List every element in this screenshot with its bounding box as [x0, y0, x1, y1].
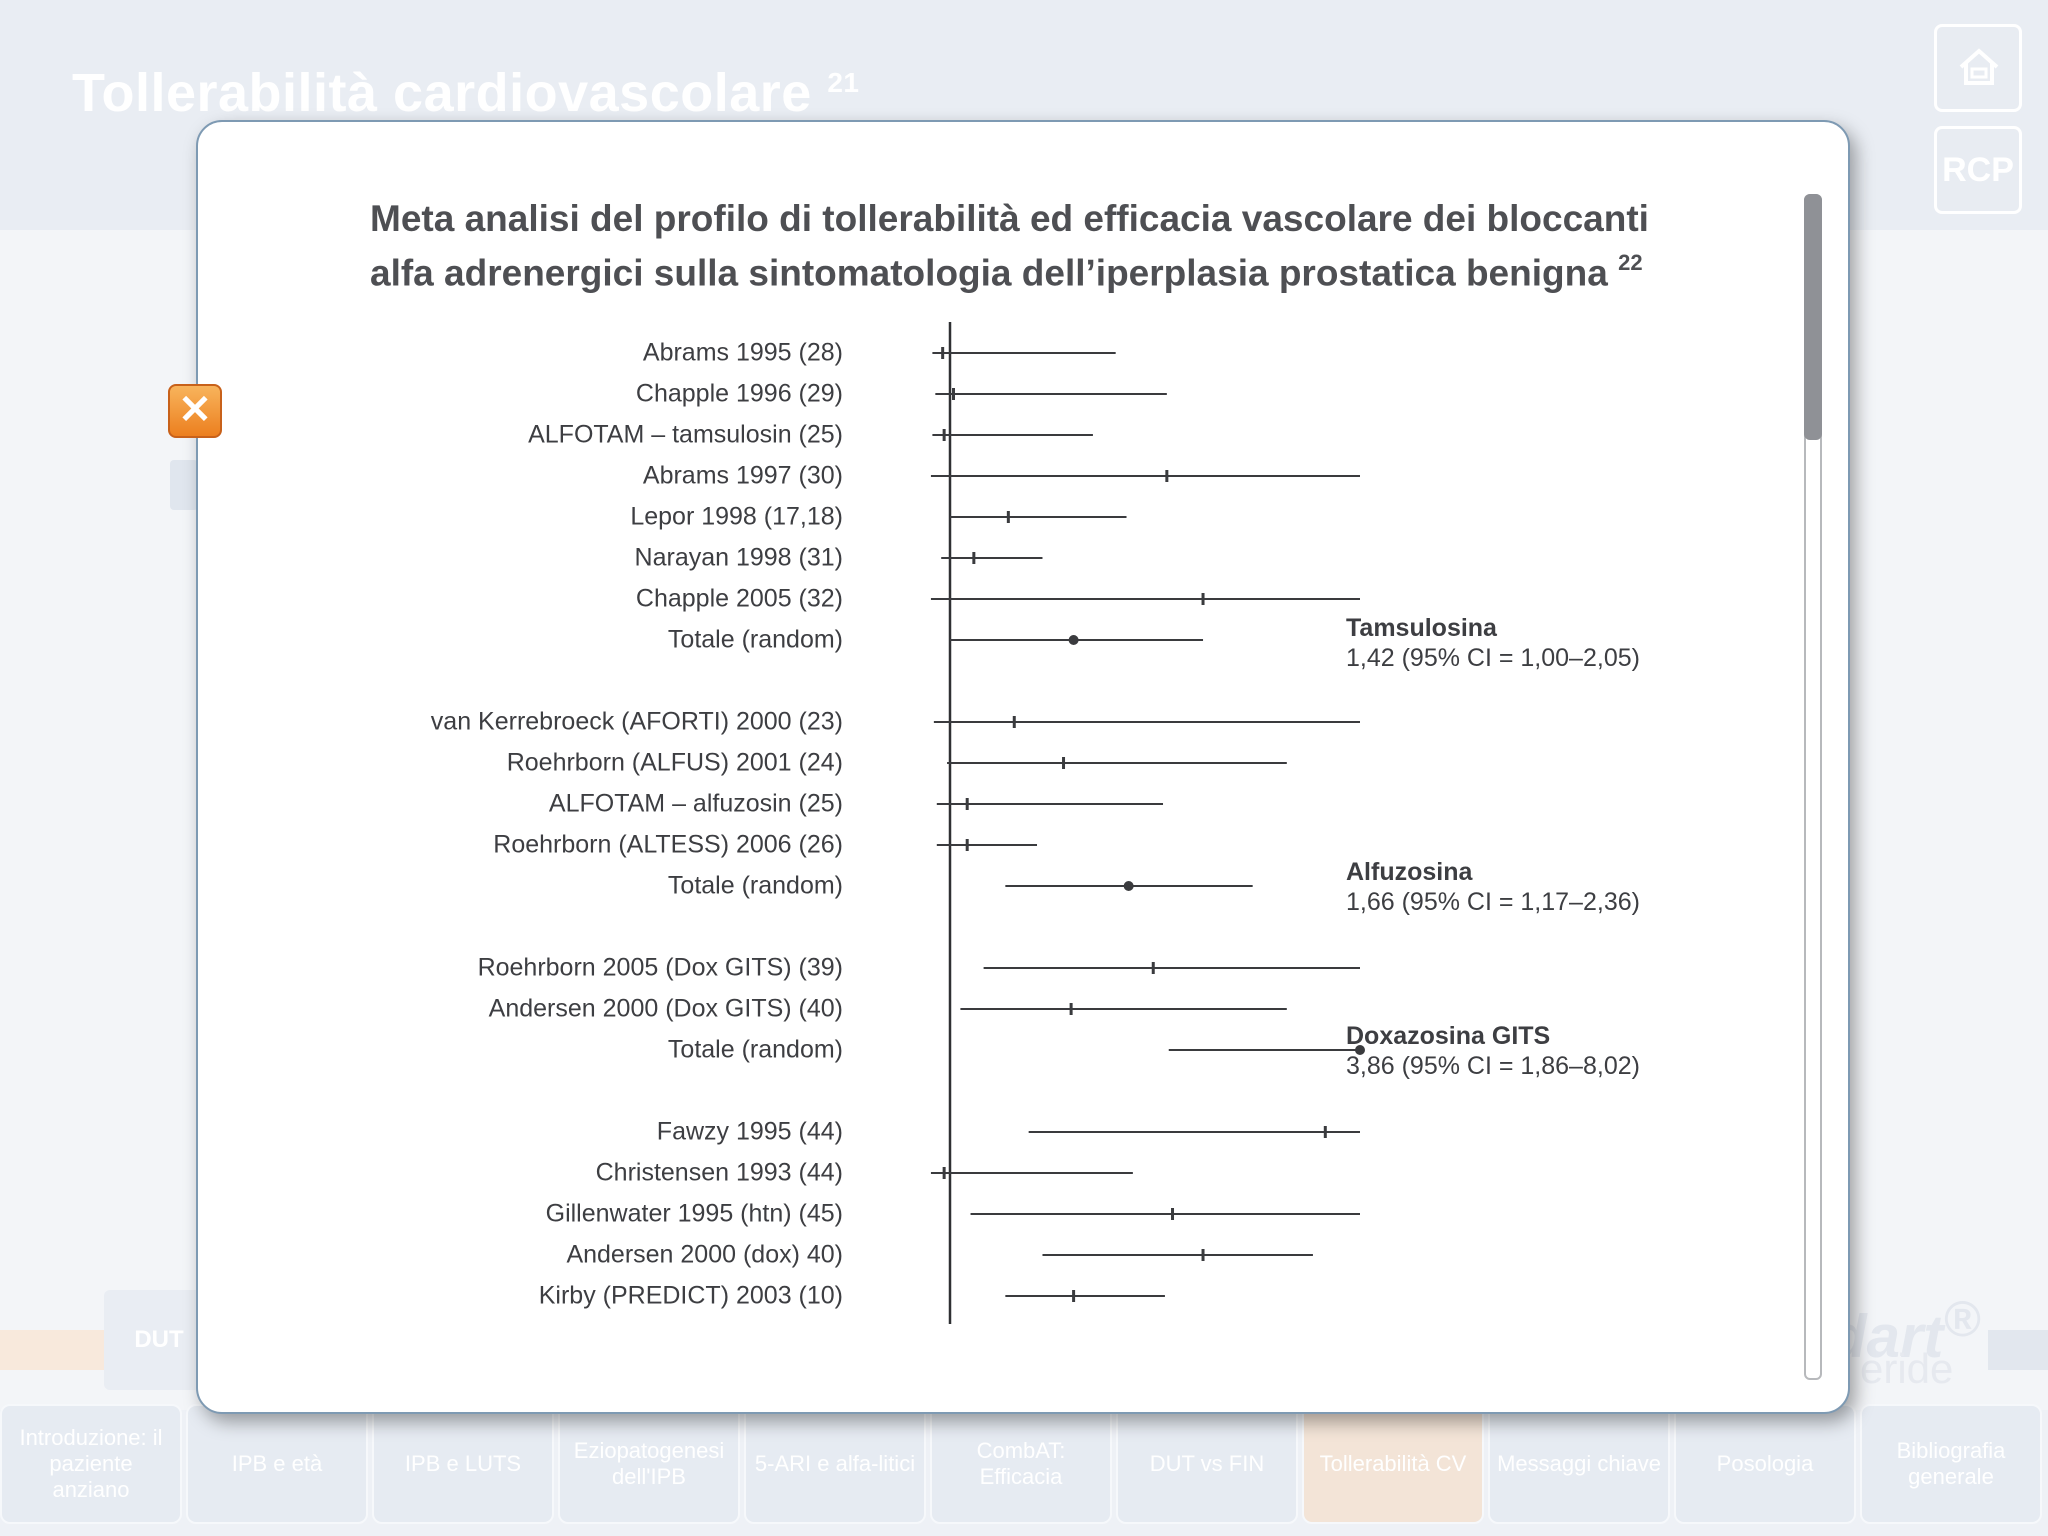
scrollbar-thumb[interactable]	[1804, 194, 1822, 440]
study-label: Kirby (PREDICT) 2003 (10)	[538, 1281, 843, 1310]
study-label: Roehrborn 2005 (Dox GITS) (39)	[477, 953, 843, 982]
nav-tab[interactable]: Posologia	[1674, 1404, 1856, 1524]
study-label: Andersen 2000 (Dox GITS) (40)	[488, 994, 843, 1023]
group-value: 1,42 (95% CI = 1,00–2,05)	[1346, 644, 1640, 672]
summary-point	[1068, 635, 1079, 645]
group-title: Alfuzosina	[1346, 858, 1473, 886]
rcp-button[interactable]: RCP	[1934, 126, 2022, 214]
study-label: Fawzy 1995 (44)	[656, 1117, 843, 1146]
nav-tab[interactable]: Eziopatogenesi dell'IPB	[558, 1404, 740, 1524]
study-label: Chapple 2005 (32)	[635, 584, 843, 613]
nav-tab[interactable]: 5-ARI e alfa-litici	[744, 1404, 926, 1524]
study-label: Roehrborn (ALFUS) 2001 (24)	[506, 748, 843, 777]
study-label: Totale (random)	[667, 1035, 843, 1064]
study-label: ALFOTAM – tamsulosin (25)	[528, 420, 843, 449]
study-label: Christensen 1993 (44)	[595, 1158, 843, 1187]
bottom-navigation: Introduzione: il paziente anziano IPB e …	[0, 1404, 2048, 1536]
study-label: ALFOTAM – alfuzosin (25)	[548, 789, 843, 818]
study-label: Lepor 1998 (17,18)	[630, 502, 843, 531]
close-button[interactable]: ✕	[168, 384, 222, 438]
group-title: Tamsulosina	[1346, 614, 1497, 642]
group-value: 3,86 (95% CI = 1,86–8,02)	[1346, 1052, 1640, 1080]
study-label: Chapple 1996 (29)	[635, 379, 843, 408]
nav-tab[interactable]: IPB e LUTS	[372, 1404, 554, 1524]
study-label: Totale (random)	[667, 625, 843, 654]
summary-point	[1123, 881, 1134, 891]
group-title: Doxazosina GITS	[1346, 1022, 1551, 1050]
group-value: 1,66 (95% CI = 1,17–2,36)	[1346, 888, 1640, 916]
nav-tab[interactable]: DUT vs FIN	[1116, 1404, 1298, 1524]
home-icon	[1959, 48, 1999, 85]
study-label: Totale (random)	[667, 871, 843, 900]
background-accent-right	[1988, 1330, 2048, 1370]
summary-point	[1355, 1045, 1365, 1055]
nav-tab[interactable]: IPB e età	[186, 1404, 368, 1524]
study-label: Andersen 2000 (dox) 40)	[566, 1240, 843, 1269]
page-title: Tollerabilità cardiovascolare 21	[72, 63, 860, 123]
modal-dialog	[196, 120, 1850, 1414]
study-label: van Kerrebroeck (AFORTI) 2000 (23)	[430, 707, 843, 736]
study-label: Narayan 1998 (31)	[634, 543, 843, 572]
nav-tab[interactable]: Messaggi chiave	[1488, 1404, 1670, 1524]
study-label: Roehrborn (ALTESS) 2006 (26)	[493, 830, 843, 859]
home-button[interactable]	[1934, 24, 2022, 112]
study-label: Abrams 1995 (28)	[642, 338, 843, 367]
nav-tab[interactable]: Introduzione: il paziente anziano	[0, 1404, 182, 1524]
nav-tab[interactable]: Bibliografia generale	[1860, 1404, 2042, 1524]
modal-heading: Meta analisi del profilo di tollerabilit…	[370, 198, 1649, 294]
close-icon: ✕	[178, 388, 212, 432]
nav-tab[interactable]: CombAT: Efficacia	[930, 1404, 1112, 1524]
nav-tab[interactable]: Tollerabilità CV	[1302, 1404, 1484, 1524]
study-label: Gillenwater 1995 (htn) (45)	[545, 1199, 843, 1228]
dut-tab: DUT	[104, 1290, 214, 1390]
background-accent	[0, 1330, 104, 1370]
study-label: Abrams 1997 (30)	[642, 461, 843, 490]
brand-logo-sub: eride	[1860, 1345, 1954, 1392]
minus-button	[170, 460, 198, 510]
